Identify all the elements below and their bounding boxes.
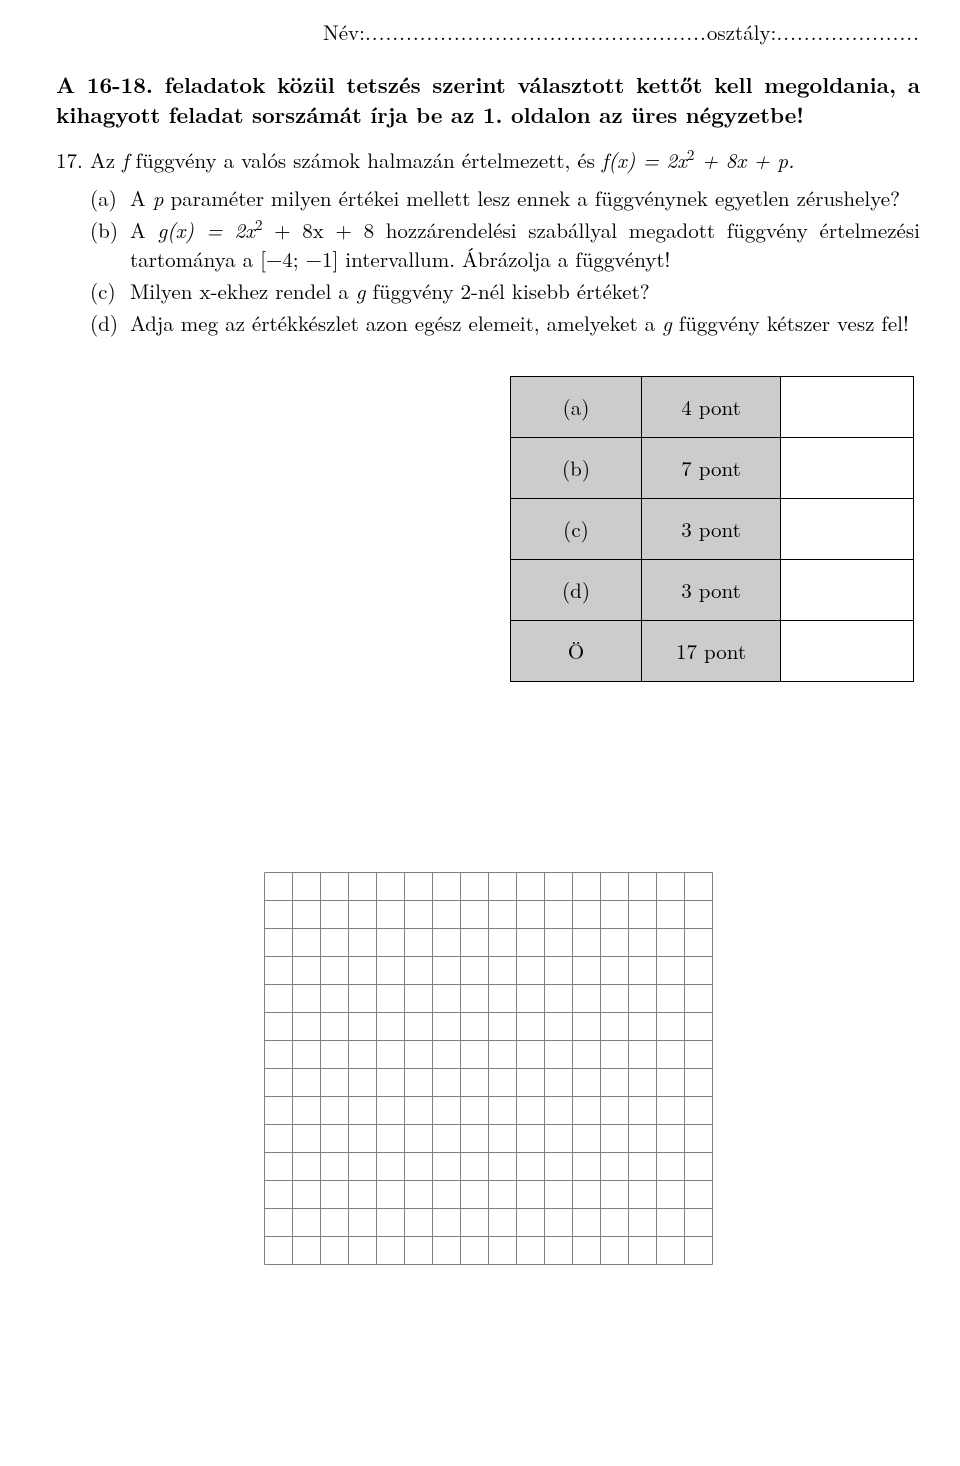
sub-body-b: A g(x) = 2x2 + 8x + 8 hozzárendelési sza… xyxy=(130,216,920,273)
intro-fx: f(x) = 2x xyxy=(602,145,687,175)
sub-label-a: (a) xyxy=(90,184,130,212)
class-dots: ..................... xyxy=(776,17,920,47)
a-text: paraméter milyen értékei mellett lesz en… xyxy=(163,183,900,213)
d-pre: Adja meg az értékkészlet azon egész elem… xyxy=(130,308,662,338)
b-exp: 2 xyxy=(255,214,263,235)
sub-body-a: A p paraméter milyen értékei mellett les… xyxy=(130,184,920,212)
header-line: Név:....................................… xyxy=(56,18,920,46)
sub-item-a: (a) A p paraméter milyen értékei mellett… xyxy=(90,184,920,212)
name-dots: ........................................… xyxy=(365,17,707,47)
name-label: Név: xyxy=(323,17,365,47)
score-table: (a)4 pont(b)7 pont(c)3 pont(d)3 pontÖ17 … xyxy=(510,376,914,682)
table-row: (d)3 pont xyxy=(511,559,914,620)
a-p: p xyxy=(153,183,164,213)
intro-tail: + 8x + p. xyxy=(694,145,794,175)
score-row-blank[interactable] xyxy=(781,376,914,437)
d-g: g xyxy=(662,308,672,338)
score-row-label: (a) xyxy=(511,376,642,437)
score-row-blank[interactable] xyxy=(781,498,914,559)
score-row-blank[interactable] xyxy=(781,437,914,498)
score-row-label: Ö xyxy=(511,620,642,681)
problem-number: 17. xyxy=(56,146,90,174)
score-table-wrap: (a)4 pont(b)7 pont(c)3 pont(d)3 pontÖ17 … xyxy=(56,376,920,682)
score-table-body: (a)4 pont(b)7 pont(c)3 pont(d)3 pontÖ17 … xyxy=(511,376,914,681)
problem-17: 17. Az f függvény a valós számok halmazá… xyxy=(56,146,920,174)
intro-pre: Az xyxy=(90,145,122,175)
score-row-label: (d) xyxy=(511,559,642,620)
sub-label-b: (b) xyxy=(90,216,130,244)
c-text: függvény 2-nél kisebb értéket? xyxy=(365,276,649,306)
score-row-label: (c) xyxy=(511,498,642,559)
problem-intro: Az f függvény a valós számok halmazán ér… xyxy=(90,146,920,174)
sub-item-c: (c) Milyen x-ekhez rendel a g függvény 2… xyxy=(90,277,920,305)
score-row-points: 3 pont xyxy=(642,498,781,559)
sub-label-c: (c) xyxy=(90,277,130,305)
table-row: (a)4 pont xyxy=(511,376,914,437)
class-label: osztály: xyxy=(707,17,777,47)
sub-body-d: Adja meg az értékkészlet azon egész elem… xyxy=(130,309,920,337)
score-row-points: 7 pont xyxy=(642,437,781,498)
sub-body-c: Milyen x-ekhez rendel a g függvény 2-nél… xyxy=(130,277,920,305)
intro-mid: függvény a valós számok halmazán értelme… xyxy=(129,145,602,175)
sub-item-b: (b) A g(x) = 2x2 + 8x + 8 hozzárendelési… xyxy=(90,216,920,273)
table-row: (b)7 pont xyxy=(511,437,914,498)
score-row-blank[interactable] xyxy=(781,559,914,620)
grid-wrap xyxy=(56,872,920,1265)
score-row-points: 17 pont xyxy=(642,620,781,681)
sub-items: (a) A p paraméter milyen értékei mellett… xyxy=(90,184,920,338)
page: Név:....................................… xyxy=(0,0,960,1466)
a-pre: A xyxy=(130,183,153,213)
sub-label-d: (d) xyxy=(90,309,130,337)
table-row: Ö17 pont xyxy=(511,620,914,681)
graph-grid-svg xyxy=(264,872,713,1265)
score-row-points: 4 pont xyxy=(642,376,781,437)
score-row-blank[interactable] xyxy=(781,620,914,681)
score-row-label: (b) xyxy=(511,437,642,498)
sub-item-d: (d) Adja meg az értékkészlet azon egész … xyxy=(90,309,920,337)
d-text: függvény kétszer vesz fel! xyxy=(672,308,909,338)
table-row: (c)3 pont xyxy=(511,498,914,559)
graph-grid xyxy=(264,872,713,1265)
b-gx: g(x) = 2x xyxy=(157,215,255,245)
score-row-points: 3 pont xyxy=(642,559,781,620)
b-pre: A xyxy=(130,215,157,245)
c-pre: Milyen x-ekhez rendel a xyxy=(130,276,356,306)
instruction-text: A 16-18. feladatok közül tetszés szerint… xyxy=(56,70,920,129)
